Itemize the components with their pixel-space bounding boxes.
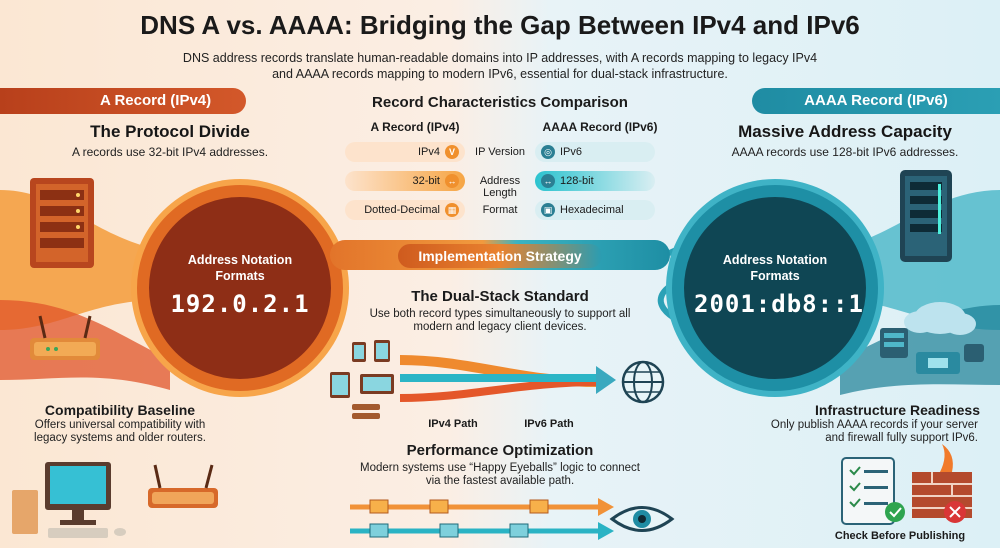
ipv6-path-label: IPv6 Path (524, 418, 574, 430)
page-subtitle: DNS address records translate human-read… (182, 51, 818, 81)
row-a-value: Dotted-Decimal (364, 204, 440, 216)
a-record-ribbon: A Record (IPv4) (0, 88, 246, 114)
row-a-value: 32-bit (412, 175, 440, 187)
page-title: DNS A vs. AAAA: Bridging the Gap Between… (140, 10, 860, 40)
row-b-value: Hexadecimal (560, 204, 624, 216)
row-b-value: 128-bit (560, 175, 594, 187)
ipv4-path-label: IPv4 Path (428, 418, 478, 430)
dual-stack-desc: Use both record types simultaneously to … (369, 308, 631, 333)
aaaa-record-ribbon: AAAA Record (IPv6) (752, 88, 1000, 114)
comparison-title: Record Characteristics Comparison (372, 94, 628, 111)
circle-label: Address Notation Formats (187, 253, 293, 283)
desktop-computer-icon (12, 462, 126, 538)
comparison-col-b: AAAA Record (IPv6) (542, 120, 658, 134)
row-label: IP Version (475, 146, 525, 158)
address-capacity-heading: Massive Address Capacity (738, 122, 952, 141)
arrows-icon: ↔ (541, 174, 555, 188)
cloud-datacenter-icon (880, 302, 984, 374)
comparison-row-address-length: 32-bit ↔ Address Length ↔ 128-bit (345, 171, 655, 199)
globe-icon (621, 360, 665, 404)
comparison-col-a: A Record (IPv4) (370, 120, 460, 134)
checklist-icon (841, 457, 905, 525)
address-capacity-desc: AAAA records use 128-bit IPv6 addresses. (731, 145, 959, 159)
row-a-value: IPv4 (417, 146, 440, 158)
grid-icon: ▣ (541, 203, 555, 217)
compatibility-heading: Compatibility Baseline (44, 402, 196, 418)
comparison-row-format: Dotted-Decimal ▦ Format ▣ Hexadecimal (345, 200, 655, 220)
globe-small-icon: ◎ (541, 145, 555, 159)
ipv6-address-display: 2001:db8::1 (694, 290, 864, 318)
v-badge-icon: V (445, 145, 459, 159)
circle-label: Address Notation Formats (722, 253, 828, 283)
protocol-divide-desc: A records use 32-bit IPv4 addresses. (71, 145, 269, 159)
firewall-icon (912, 444, 972, 523)
server-rack-icon (30, 178, 94, 268)
row-label: Format (482, 204, 518, 216)
performance-heading: Performance Optimization (406, 442, 594, 459)
row-b-value: IPv6 (560, 146, 583, 158)
row-label: Address Length (479, 175, 521, 199)
implementation-strategy-label: Implementation Strategy (398, 244, 602, 268)
arrows-icon: ↔ (445, 174, 459, 188)
comparison-row-ip-version: IPv4 V IP Version ◎ IPv6 (345, 142, 655, 162)
infrastructure-heading: Infrastructure Readiness (815, 402, 980, 418)
ipv4-address-display: 192.0.2.1 (170, 290, 310, 318)
wifi-router-icon (148, 464, 218, 508)
performance-desc: Modern systems use “Happy Eyeballs” logi… (360, 462, 640, 487)
router-icon (30, 315, 100, 360)
check-before-publishing-label: Check Before Publishing (834, 530, 966, 542)
device-icons (330, 340, 394, 419)
dual-stack-heading: The Dual-Stack Standard (411, 288, 589, 305)
infrastructure-desc: Only publish AAAA records if your server… (770, 419, 978, 444)
protocol-divide-heading: The Protocol Divide (90, 122, 250, 141)
modern-server-icon (900, 170, 952, 262)
grid-icon: ▦ (445, 203, 459, 217)
compatibility-desc: Offers universal compatibility with lega… (34, 419, 206, 444)
eye-icon (609, 506, 675, 532)
